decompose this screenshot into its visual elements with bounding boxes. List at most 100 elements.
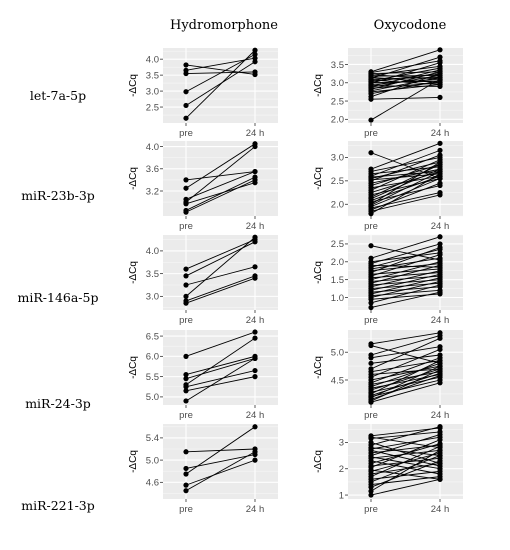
data-point-24h <box>252 69 258 75</box>
y-tick-label: 4.0 <box>146 54 159 65</box>
data-point-24h <box>437 171 443 177</box>
y-axis-label: -ΔCq <box>128 356 139 379</box>
y-tick-label: 5.0 <box>146 455 159 466</box>
subject-line <box>185 64 256 75</box>
data-point-24h <box>437 476 443 482</box>
data-point-pre <box>368 492 374 498</box>
data-point-pre <box>183 266 189 272</box>
subject-line <box>370 182 441 211</box>
subject-line <box>370 164 441 198</box>
subject-line <box>370 264 441 284</box>
data-point-24h <box>437 452 443 459</box>
subject-line <box>370 357 441 384</box>
data-point-24h <box>437 468 443 474</box>
y-tick-label: 3.0 <box>331 153 344 164</box>
data-point-24h <box>437 147 443 153</box>
subject-line <box>185 239 256 270</box>
subject-line <box>370 96 441 100</box>
subject-line <box>370 168 441 184</box>
y-axis-label: -ΔCq <box>313 167 324 190</box>
data-point-24h <box>437 268 443 274</box>
panel-mir-23b-3p-oxycodone: 2.0 2.5 3.0 pre 24 h -ΔCq <box>313 140 463 232</box>
data-point-pre <box>368 484 374 490</box>
subject-line <box>370 171 441 206</box>
subject-line <box>370 455 441 483</box>
row-label-let-7a-5p: let-7a-5p <box>30 88 86 103</box>
data-point-24h <box>437 180 443 186</box>
data-point-pre <box>368 150 374 156</box>
data-point-24h <box>252 335 258 341</box>
data-point-24h <box>437 458 443 464</box>
x-tick-label: 24 h <box>246 315 265 326</box>
subject-line <box>370 69 441 87</box>
y-tick-label: 1.0 <box>331 293 344 304</box>
panel-let-7a-5p-hydromorphone: 2.5 3.0 3.5 4.0 pre 24 h -ΔCq <box>128 47 278 139</box>
y-tick-label: 4.5 <box>331 375 344 386</box>
data-point-pre <box>368 355 374 361</box>
data-point-24h <box>252 234 258 240</box>
subject-line <box>370 460 441 488</box>
data-point-pre <box>183 273 189 279</box>
data-point-24h <box>437 262 443 268</box>
subject-line <box>370 268 441 275</box>
y-tick-label: 5.5 <box>146 372 159 383</box>
panel-let-7a-5p-oxycodone: 2.0 2.5 3.0 3.5 pre 24 h -ΔCq <box>313 47 463 139</box>
y-tick-label: 3.5 <box>146 269 159 280</box>
y-tick-label: 3.6 <box>146 164 159 175</box>
panel-background <box>163 330 278 405</box>
row-label-mir-146a-5p: miR-146a-5p <box>18 290 99 305</box>
panel-mir-146a-5p-hydromorphone: 3.0 3.5 4.0 pre 24 h -ΔCq <box>128 234 278 326</box>
data-point-24h <box>437 289 443 295</box>
y-tick-label: 3.5 <box>146 70 159 81</box>
data-point-24h <box>252 449 258 455</box>
panel-background <box>163 48 278 123</box>
subject-line <box>185 179 256 213</box>
data-point-24h <box>252 59 258 65</box>
subject-line <box>370 372 441 396</box>
data-point-pre <box>368 304 374 311</box>
data-point-24h <box>252 329 258 335</box>
x-tick-label: 24 h <box>246 221 265 232</box>
y-axis-label: -ΔCq <box>128 261 139 284</box>
subject-line <box>370 431 441 439</box>
data-point-pre <box>183 102 189 109</box>
subject-line <box>370 62 441 84</box>
subject-line <box>185 275 256 302</box>
x-tick-label: pre <box>364 410 378 421</box>
data-point-24h <box>437 71 443 77</box>
data-point-24h <box>252 355 258 361</box>
subject-line <box>185 236 256 297</box>
data-point-pre <box>368 211 374 217</box>
subject-line <box>370 284 441 304</box>
data-point-24h <box>437 363 443 369</box>
subject-line <box>370 264 441 268</box>
y-tick-label: 3.0 <box>146 86 159 97</box>
y-tick-label: 4.6 <box>146 478 159 489</box>
data-point-24h <box>252 47 258 53</box>
data-point-24h <box>437 255 443 261</box>
column-title-hydromorphone: Hydromorphone <box>170 18 278 33</box>
subject-line <box>370 154 441 182</box>
data-point-pre <box>368 117 374 123</box>
subject-line <box>370 76 441 92</box>
data-point-24h <box>437 140 443 146</box>
subject-line <box>185 459 256 486</box>
data-point-pre <box>183 70 189 77</box>
row-label-mir-23b-3p: miR-23b-3p <box>21 188 95 203</box>
x-tick-label: pre <box>179 128 193 139</box>
data-point-24h <box>437 81 443 88</box>
subject-line <box>370 332 441 345</box>
data-point-24h <box>437 252 443 258</box>
x-tick-label: 24 h <box>431 315 450 326</box>
data-point-pre <box>183 201 189 207</box>
data-point-24h <box>437 346 443 353</box>
subject-line <box>185 357 256 402</box>
data-point-pre <box>183 488 189 494</box>
subject-line <box>370 273 441 291</box>
y-axis-label: -ΔCq <box>313 261 324 284</box>
data-point-24h <box>437 275 443 281</box>
panel-mir-221-3p-oxycodone: 1 2 3 pre 24 h -ΔCq <box>313 424 463 515</box>
data-point-24h <box>437 159 443 165</box>
data-point-24h <box>437 282 443 288</box>
data-point-pre <box>368 435 374 442</box>
